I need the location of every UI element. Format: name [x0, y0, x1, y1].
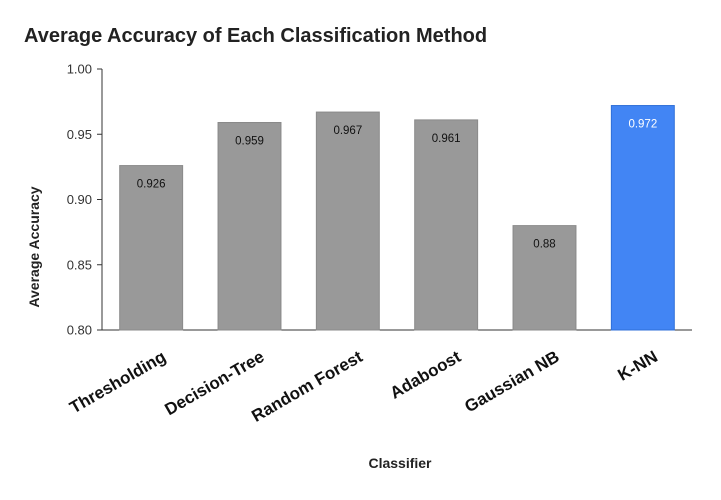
y-axis-label: Average Accuracy	[26, 186, 42, 307]
x-tick-label-adaboost: Adaboost	[387, 347, 465, 403]
y-tick-label: 0.90	[67, 192, 92, 207]
bar-thresholding	[119, 165, 184, 331]
y-tick-label: 0.85	[67, 257, 92, 272]
x-tick-label-thresholding: Thresholding	[66, 347, 169, 417]
y-tick-label: 1.00	[67, 62, 92, 77]
data-label-random-forest: 0.967	[333, 125, 362, 137]
data-label-adaboost: 0.961	[432, 133, 461, 145]
y-tick-label: 0.80	[67, 323, 92, 338]
bar-random-forest	[315, 111, 380, 331]
bars-group	[119, 105, 675, 331]
x-tick-label-gaussian-nb: Gaussian NB	[461, 347, 562, 416]
data-label-thresholding: 0.926	[137, 179, 166, 191]
data-label-gaussian-nb: 0.88	[533, 239, 555, 251]
bar-gaussian-nb	[512, 225, 577, 331]
x-tick-label-random-forest: Random Forest	[248, 347, 366, 426]
data-labels-group: 0.926 0.959 0.967 0.961 0.88 0.972	[137, 119, 657, 251]
bar-decision-tree	[217, 122, 282, 331]
bar-k-nn	[610, 105, 675, 331]
data-label-k-nn: 0.972	[628, 119, 657, 131]
y-axis: 0.80 0.85 0.90 0.95 1.00	[67, 62, 103, 338]
y-tick-label: 0.95	[67, 127, 92, 142]
chart-title: Average Accuracy of Each Classification …	[24, 25, 487, 47]
x-axis-label: Classifier	[368, 455, 432, 471]
x-tick-label-k-nn: K-NN	[615, 347, 661, 385]
data-label-decision-tree: 0.959	[235, 136, 264, 148]
bar-adaboost	[414, 119, 479, 331]
